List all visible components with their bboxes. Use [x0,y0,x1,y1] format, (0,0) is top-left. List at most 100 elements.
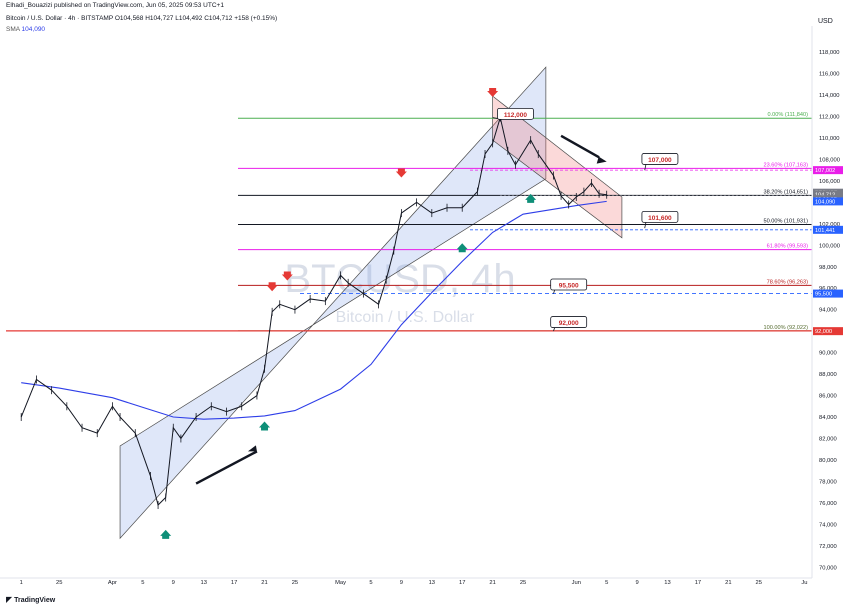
down-arrow-icon [266,282,278,292]
tradingview-logo[interactable]: ◤ TradingView [6,595,55,604]
x-tick-label: 5 [369,580,372,586]
watermark-name: Bitcoin / U.S. Dollar [336,309,475,326]
sma-line [21,200,607,420]
y-tick-label: 86,000 [819,394,837,400]
callout-box[interactable] [641,210,679,223]
ohlc-close: C104,712 [204,15,233,22]
callout-leader [553,327,556,332]
indicator-legend[interactable]: SMA 104,090 [6,26,45,33]
y-tick-label: 78,000 [819,479,837,485]
logo-text: TradingView [14,597,56,604]
y-tick-label: 108,000 [819,157,840,163]
fib-level-label: 61.80% (99,593) [767,244,808,250]
annotation-arrows[interactable] [160,88,607,539]
x-tick-label: Ju [801,580,807,586]
x-tick-label: 25 [56,580,62,586]
indicator-name: SMA [6,26,20,33]
x-tick-label: 21 [489,580,495,586]
x-tick-label: May [335,580,346,586]
publisher-line: Elhadi_Bouazizi published on TradingView… [6,2,224,9]
price-badge [813,197,843,206]
callout-label: 92,000 [559,320,579,327]
y-tick-label: 82,000 [819,436,837,442]
x-tick-label: 9 [400,580,403,586]
fib-level-label: 38.20% (104,651) [764,189,809,195]
ohlc-high: H104,727 [145,15,174,22]
x-tick-label: 21 [261,580,267,586]
y-tick-label: 106,000 [819,179,840,185]
callout-box[interactable] [550,316,588,328]
x-tick-label: 25 [292,580,298,586]
x-tick-label: Jun [572,580,581,586]
x-tick-label: 17 [459,580,465,586]
indicator-value: 104,090 [21,26,46,33]
trend-down-arrow-head [596,156,607,164]
up-arrow-icon [160,529,172,539]
x-tick-label: 13 [429,580,435,586]
callout-label: 107,000 [648,157,672,164]
symbol-name[interactable]: Bitcoin / U.S. Dollar · 4h · BITSTAMP [6,15,114,22]
x-tick-label: 25 [756,580,762,586]
y-tick-label: 118,000 [819,50,840,56]
price-series-group [20,113,608,510]
symbol-line: Bitcoin / U.S. Dollar · 4h · BITSTAMP O1… [6,15,277,22]
trend-up-arrow-head [247,445,257,452]
x-tick-label: 1 [20,580,23,586]
callout-label: 112,000 [504,112,528,119]
logo-icon: ◤ [6,595,13,604]
y-tick-label: 98,000 [819,265,837,271]
y-tick-label: 72,000 [819,544,837,550]
y-tick-label: 112,000 [819,114,840,120]
fib-level-label: 100.00% (92,022) [764,325,809,331]
y-tick-label: 94,000 [819,308,837,314]
price-badge-label: 95,500 [815,292,832,298]
x-tick-label: 21 [725,580,731,586]
y-tick-label: 96,000 [819,286,837,292]
fib-level-label: 23.60% (107,163) [764,162,809,168]
price-badge-label: 107,002 [815,168,835,174]
descending-channel[interactable] [492,95,623,239]
down-arrow-icon [281,271,293,281]
x-tick-label: Apr [108,580,117,586]
price-badge [813,166,843,175]
ohlc-low: L104,492 [175,15,203,22]
price-badge [813,190,843,199]
callout-label: 95,500 [559,282,579,289]
up-arrow-icon [456,243,468,253]
x-tick-label: 13 [664,580,670,586]
y-tick-label: 102,000 [819,222,840,228]
axes: 70,000 72,000 74,000 76,000 78,000 80,000 82,0… [0,26,840,586]
y-tick-label: 76,000 [819,501,837,507]
callout-leader [553,289,556,294]
callout-box[interactable] [550,278,588,291]
sma-line-group [21,200,607,420]
trend-down-arrow [560,134,600,159]
fib-level-label: 50.00% (101,931) [764,219,809,225]
y-tick-label: 90,000 [819,351,837,357]
down-arrow-icon [395,168,407,178]
x-tick-label: 9 [635,580,638,586]
callout-box[interactable] [641,153,679,165]
price-badges: 107,002BTCUSD104,71203:06:27104,090101,4… [813,166,843,336]
price-badge-label: 92,000 [815,329,832,335]
price-line [20,115,607,506]
x-tick-label: 17 [695,580,701,586]
currency-label[interactable]: USD [818,18,833,25]
fib-level-label: 78.60% (96,263) [767,279,808,285]
y-tick-label: 70,000 [819,565,837,571]
price-badge [813,327,843,336]
price-badge-label: 104,090 [815,199,835,205]
y-tick-label: 110,000 [819,136,840,142]
y-tick-label: 116,000 [819,72,840,78]
down-arrow-icon [487,88,499,98]
callout-box[interactable] [497,107,534,120]
price-badge-label: 101,441 [815,228,835,234]
x-tick-label: 5 [605,580,608,586]
y-tick-label: 88,000 [819,372,837,378]
y-tick-label: 100,000 [819,243,840,249]
ohlc-open: O104,568 [114,15,144,22]
fib-level-label: 0.00% (111,840) [767,112,808,118]
price-callouts[interactable]: 112,000 107,000 101,600 95,500 92,000 [492,107,679,332]
